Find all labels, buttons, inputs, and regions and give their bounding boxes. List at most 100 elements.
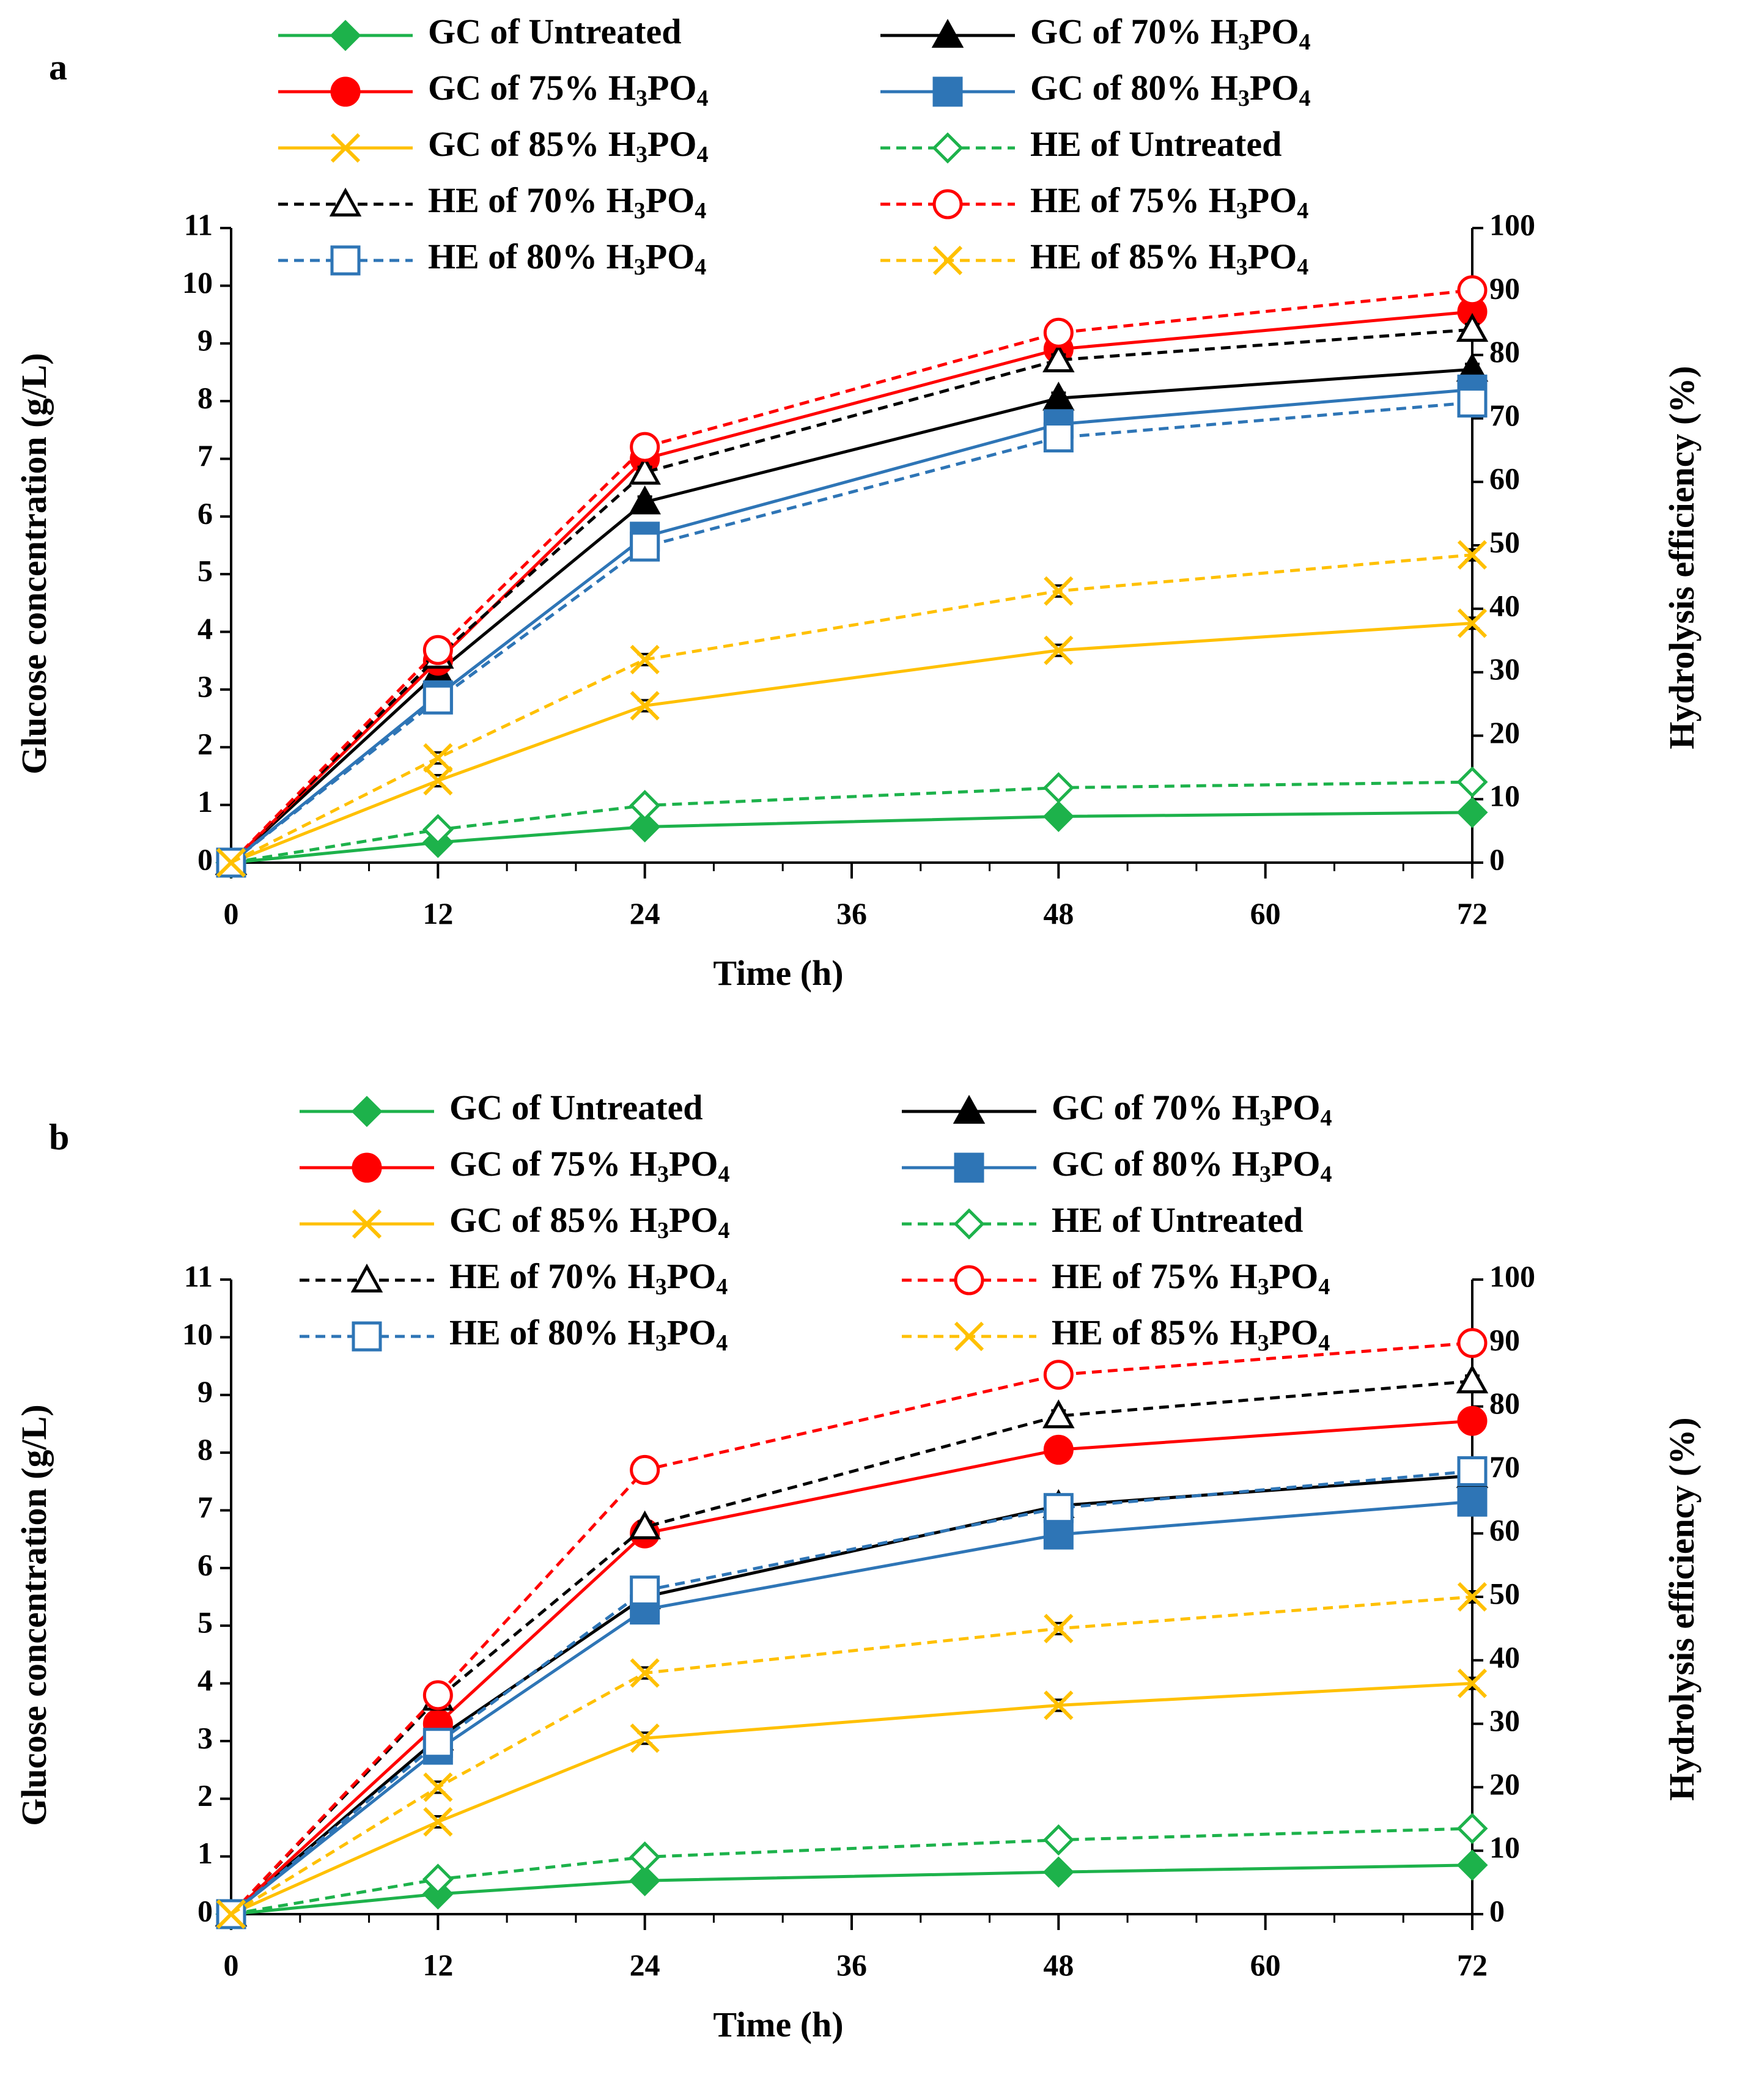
data-point [1457,1328,1488,1358]
y2-axis-title: Hydrolysis efficiency (%) [1662,1417,1702,1800]
legend-marker [352,1321,382,1352]
legend-marker [931,18,964,48]
x-tick-label: 36 [836,1948,867,1982]
y2-tick-label: 40 [1489,1640,1520,1674]
legend-marker [330,76,361,107]
legend-item: HE of 80% H3PO4 [300,1313,728,1356]
data-point [422,1728,453,1758]
data-point [630,1658,660,1688]
y-axis-title: Glucose concentration (g/L) [14,353,54,774]
y-tick-label: 6 [197,1547,213,1582]
x-tick-label: 72 [1457,1948,1488,1982]
legend-item: GC of Untreated [278,12,682,51]
x-tick-label: 12 [422,896,453,930]
y2-tick-label: 0 [1489,842,1505,876]
data-point [629,1510,661,1539]
legend-marker [330,133,361,163]
y-tick-label: 11 [184,207,213,241]
y-tick-label: 5 [197,1605,213,1640]
legend-marker [351,1096,383,1127]
legend-item: GC of 70% H3PO4 [902,1088,1332,1131]
data-point [1043,1493,1074,1523]
y2-tick-label: 0 [1489,1893,1505,1928]
data-point [630,432,660,462]
series-he-of-untreated [215,766,1488,879]
legend-item: GC of 80% H3PO4 [880,68,1310,111]
y2-tick-label: 100 [1489,207,1535,241]
data-point [630,691,660,721]
y2-tick-label: 50 [1489,1576,1520,1610]
y2-tick-label: 80 [1489,334,1520,369]
data-point [1457,608,1488,638]
data-point [1456,797,1488,828]
y2-tick-label: 70 [1489,1450,1520,1484]
legend-marker [954,1152,984,1183]
legend-label: GC of 80% H3PO4 [1052,1144,1332,1187]
y-tick-label: 5 [197,554,213,588]
legend-marker [330,20,361,51]
y-tick-label: 1 [197,784,213,819]
legend-label: GC of 70% H3PO4 [1052,1088,1332,1130]
data-point [1043,317,1074,348]
data-point [423,1807,453,1837]
legend-item: HE of 75% H3PO4 [902,1256,1330,1300]
data-point [1457,1668,1488,1698]
legend-label: HE of 80% H3PO4 [449,1313,728,1355]
series-line [230,328,1473,864]
series-he-of-75-h3po4 [216,275,1488,878]
y2-tick-label: 100 [1489,1259,1535,1293]
legend-marker [954,1265,984,1295]
series-line [230,553,1473,864]
y2-tick-label: 20 [1489,715,1520,750]
data-point [422,1680,453,1711]
legend-marker [352,1152,382,1183]
y2-tick-label: 30 [1489,652,1520,686]
legend-marker [932,76,963,107]
y2-tick-label: 10 [1489,779,1520,813]
legend-label: GC of 85% H3PO4 [449,1200,729,1243]
data-point [1042,772,1074,804]
legend: GC of Untreated GC of 70% H3PO4 GC of 75% … [300,1088,1332,1356]
x-axis-title: Time (h) [713,953,843,993]
legend-marker [350,1263,383,1293]
data-point [422,635,453,665]
legend-item: GC of 80% H3PO4 [902,1144,1332,1187]
legend-item: HE of Untreated [880,124,1282,164]
y2-tick-label: 30 [1489,1703,1520,1737]
y2-axis-title: Hydrolysis efficiency (%) [1662,366,1702,749]
y-axis-title: Glucose concentration (g/L) [14,1404,54,1826]
y-tick-label: 7 [197,438,213,473]
legend-item: GC of 85% H3PO4 [278,124,708,168]
data-point [1042,1824,1074,1856]
x-axis-title: Time (h) [713,2005,843,2044]
legend-item: HE of Untreated [902,1200,1303,1240]
y-tick-label: 9 [197,323,213,357]
data-point [1042,800,1074,833]
y-tick-label: 10 [182,1317,213,1351]
legend-item: GC of 85% H3PO4 [300,1200,729,1243]
legend-marker [932,132,964,164]
legend-label: GC of 75% H3PO4 [428,68,708,111]
data-point [1457,1582,1488,1612]
legend-item: HE of 70% H3PO4 [300,1256,728,1300]
legend-item: GC of 75% H3PO4 [278,68,708,111]
data-point [422,684,453,715]
y2-tick-label: 90 [1489,1322,1520,1357]
data-point [1044,635,1074,665]
data-point [1456,1849,1488,1881]
data-point [422,1863,454,1895]
legend-item: HE of 85% H3PO4 [880,237,1308,280]
data-point [629,1865,661,1896]
legend-label: HE of Untreated [1052,1200,1303,1240]
y-tick-label: 6 [197,496,213,530]
legend-label: HE of 80% H3PO4 [428,237,706,279]
series-he-of-85-h3po4 [216,1582,1488,1929]
series-he-of-85-h3po4 [216,540,1488,878]
data-point [629,1841,661,1873]
data-point [1457,1486,1488,1517]
legend-marker [953,1208,985,1240]
